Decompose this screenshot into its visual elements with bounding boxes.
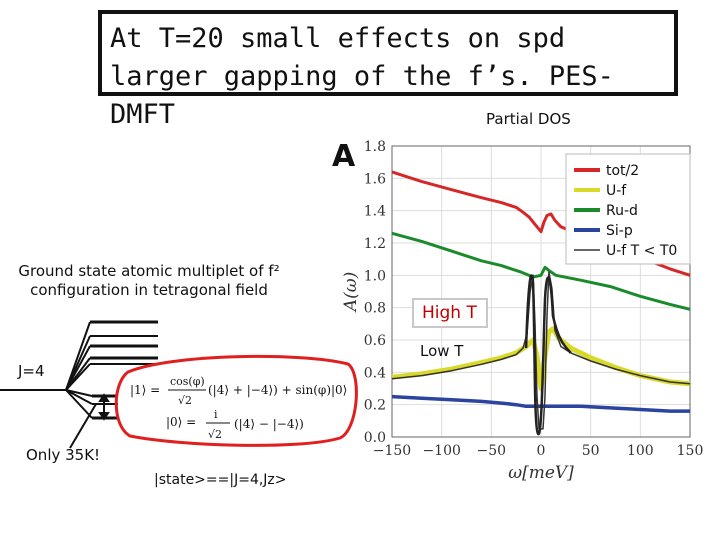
state-formulas: |1⟩ = cos(φ) √2 (|4⟩ + |−4⟩) + sin(φ)|0⟩… bbox=[130, 375, 347, 441]
y-axis-label: A(ω) bbox=[341, 272, 361, 313]
legend-label-3: Si-p bbox=[606, 223, 633, 239]
split-line-5 bbox=[65, 363, 91, 391]
only-35k-label: Only 35K! bbox=[26, 446, 101, 464]
y-tick-label: 0.6 bbox=[364, 333, 386, 349]
legend-label-1: U-f bbox=[606, 183, 627, 199]
panel-label: A bbox=[332, 139, 356, 174]
sqrt2-denominator-2: √2 bbox=[208, 428, 222, 441]
formula-highlight-circle bbox=[114, 354, 358, 447]
y-tick-label: 1.0 bbox=[364, 268, 386, 284]
x-tick-label: −150 bbox=[373, 443, 411, 459]
series-line-1 bbox=[391, 231, 691, 311]
dos-plot-svg: A 0.0 0.2 0.4 0.6 0.8 1.0 1.2 1.4 1.6 1.8 −150 −100 −… bbox=[332, 139, 704, 483]
low-t-label: Low T bbox=[420, 342, 464, 360]
y-tick-label: 0.0 bbox=[364, 430, 386, 446]
sqrt2-denominator-1: √2 bbox=[178, 394, 192, 407]
y-tick-label: 1.4 bbox=[364, 204, 386, 220]
y-tick-label: 0.4 bbox=[364, 365, 386, 381]
split-line-3 bbox=[65, 345, 91, 391]
low-t-annotation-stroke bbox=[524, 274, 572, 436]
j4-label: J=4 bbox=[18, 362, 45, 380]
split-line-7 bbox=[65, 389, 93, 405]
legend-label-4: U-f T < T0 bbox=[606, 243, 677, 259]
legend-label-0: tot/2 bbox=[606, 163, 639, 179]
ket1-label: |1⟩ = bbox=[130, 383, 160, 397]
x-tick-label: 0 bbox=[537, 443, 546, 459]
cos-phi-numerator: cos(φ) bbox=[170, 375, 205, 388]
partial-dos-label: Partial DOS bbox=[486, 110, 571, 128]
slide-title: At T=20 small effects on spd larger gapp… bbox=[110, 23, 614, 130]
y-tick-label: 1.6 bbox=[364, 171, 386, 187]
x-tick-label: 100 bbox=[627, 443, 654, 459]
ket4-diff-term: (|4⟩ − |−4⟩) bbox=[234, 417, 304, 431]
legend-label-2: Ru-d bbox=[606, 203, 638, 219]
energy-levels bbox=[0, 320, 158, 420]
y-tick-label: 0.2 bbox=[364, 398, 386, 414]
x-tick-label: −50 bbox=[477, 443, 507, 459]
state-basis-label: |state>==|J=4,Jz> bbox=[154, 472, 287, 488]
ket0-label: |0⟩ = bbox=[166, 415, 196, 429]
energy-level-diagram: |1⟩ = cos(φ) √2 (|4⟩ + |−4⟩) + sin(φ)|0⟩… bbox=[0, 320, 358, 449]
x-tick-label: 50 bbox=[582, 443, 600, 459]
gap-arrow bbox=[98, 393, 110, 421]
y-tick-label: 1.8 bbox=[364, 139, 386, 155]
plot-frame bbox=[391, 145, 691, 438]
y-tick-label: 1.2 bbox=[364, 236, 386, 252]
only-35k-pointer bbox=[69, 403, 97, 449]
split-line-6 bbox=[65, 389, 93, 397]
x-tick-label: 150 bbox=[677, 443, 704, 459]
ground-state-caption: Ground state atomic multiplet of f² conf… bbox=[18, 262, 280, 299]
dos-plot: A 0.0 0.2 0.4 0.6 0.8 1.0 1.2 1.4 1.6 1.8 −150 −100 −… bbox=[330, 132, 718, 484]
slide-title-box: At T=20 small effects on spd larger gapp… bbox=[98, 10, 678, 130]
y-tick-label: 0.8 bbox=[364, 301, 386, 317]
i-numerator: i bbox=[214, 408, 218, 421]
x-axis-label: ω[meV] bbox=[508, 463, 574, 483]
high-t-box: High T bbox=[412, 298, 488, 328]
ket4-sum-term: (|4⟩ + |−4⟩) + sin(φ)|0⟩ bbox=[208, 383, 347, 397]
split-line-8 bbox=[65, 389, 93, 419]
x-tick-label: −100 bbox=[422, 443, 460, 459]
series-line-3 bbox=[391, 394, 690, 413]
high-t-label: High T bbox=[422, 303, 477, 323]
